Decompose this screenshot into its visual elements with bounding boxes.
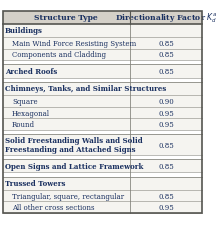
Text: Hexagonal: Hexagonal [12,109,50,117]
Text: 0.85: 0.85 [158,68,174,76]
Text: 0.85: 0.85 [158,162,174,170]
Text: Buildings: Buildings [5,27,42,35]
Text: Solid Freestanding Walls and Solid
Freestanding and Attached Signs: Solid Freestanding Walls and Solid Frees… [5,137,142,154]
Bar [3,107,202,119]
Text: Arched Roofs: Arched Roofs [5,68,57,76]
Bar [3,160,202,173]
Text: All other cross sections: All other cross sections [12,203,95,212]
Bar [3,49,202,61]
Bar [3,119,202,131]
Bar [3,202,202,213]
Text: Chimneys, Tanks, and Similar Structures: Chimneys, Tanks, and Similar Structures [5,85,166,93]
Bar [3,25,202,38]
Text: Components and Cladding: Components and Cladding [12,51,106,59]
Bar [3,65,202,78]
Text: Directionality Factor $K_d^a$: Directionality Factor $K_d^a$ [115,11,217,25]
Text: Triangular, square, rectangular: Triangular, square, rectangular [12,192,124,200]
Bar [3,82,202,95]
Text: 0.85: 0.85 [158,40,174,47]
Bar [3,12,202,25]
Text: Main Wind Force Resisting System: Main Wind Force Resisting System [12,40,136,47]
Bar [3,177,202,190]
Bar [3,190,202,202]
Bar [3,38,202,49]
Text: Structure Type: Structure Type [34,14,98,22]
Text: Square: Square [12,97,38,105]
Text: Round: Round [12,121,35,129]
Text: 0.85: 0.85 [158,141,174,149]
Text: 0.90: 0.90 [158,97,174,105]
Text: 0.95: 0.95 [158,109,174,117]
Text: 0.85: 0.85 [158,192,174,200]
Text: Open Signs and Lattice Framework: Open Signs and Lattice Framework [5,162,143,170]
Bar [3,135,202,155]
Text: 0.85: 0.85 [158,51,174,59]
Bar [3,95,202,107]
Text: 0.95: 0.95 [158,203,174,212]
Text: Trussed Towers: Trussed Towers [5,179,65,187]
Text: 0.95: 0.95 [158,121,174,129]
